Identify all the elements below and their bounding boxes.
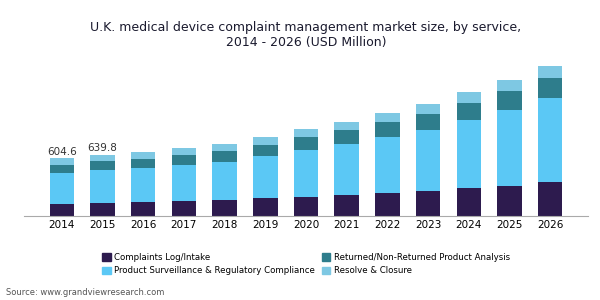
Bar: [50, 204, 74, 216]
Bar: [457, 120, 481, 188]
Bar: [172, 155, 196, 165]
Bar: [375, 137, 400, 193]
Bar: [91, 155, 115, 161]
Bar: [497, 80, 521, 91]
Bar: [253, 137, 278, 145]
Bar: [253, 156, 278, 198]
Bar: [212, 200, 237, 216]
Bar: [91, 161, 115, 170]
Bar: [416, 130, 440, 191]
Bar: [294, 129, 318, 137]
Bar: [375, 122, 400, 137]
Bar: [334, 130, 359, 144]
Bar: [131, 202, 155, 216]
Bar: [457, 188, 481, 216]
Bar: [131, 168, 155, 202]
Bar: [294, 150, 318, 197]
Bar: [334, 144, 359, 195]
Bar: [212, 151, 237, 162]
Bar: [253, 198, 278, 216]
Legend: Complaints Log/Intake, Product Surveillance & Regulatory Compliance, Returned/No: Complaints Log/Intake, Product Surveilla…: [98, 250, 514, 279]
Bar: [416, 104, 440, 114]
Text: Source: www.grandviewresearch.com: Source: www.grandviewresearch.com: [6, 288, 164, 297]
Bar: [497, 185, 521, 216]
Bar: [131, 158, 155, 168]
Bar: [50, 158, 74, 164]
Bar: [457, 92, 481, 103]
Bar: [91, 203, 115, 216]
Bar: [375, 193, 400, 216]
Bar: [172, 165, 196, 201]
Bar: [538, 98, 562, 182]
Bar: [416, 191, 440, 216]
Bar: [497, 91, 521, 110]
Bar: [375, 113, 400, 122]
Bar: [416, 114, 440, 130]
Bar: [538, 66, 562, 78]
Bar: [253, 145, 278, 156]
Bar: [334, 122, 359, 130]
Bar: [172, 148, 196, 155]
Bar: [497, 110, 521, 185]
Bar: [294, 197, 318, 216]
Bar: [212, 162, 237, 200]
Bar: [294, 137, 318, 150]
Bar: [50, 173, 74, 204]
Bar: [212, 144, 237, 151]
Bar: [50, 164, 74, 173]
Title: U.K. medical device complaint management market size, by service,
2014 - 2026 (U: U.K. medical device complaint management…: [91, 21, 521, 49]
Text: 639.8: 639.8: [88, 143, 118, 153]
Bar: [538, 78, 562, 98]
Bar: [172, 201, 196, 216]
Bar: [457, 103, 481, 120]
Text: 604.6: 604.6: [47, 147, 77, 157]
Bar: [131, 152, 155, 158]
Bar: [334, 195, 359, 216]
Bar: [91, 170, 115, 203]
Bar: [538, 182, 562, 216]
